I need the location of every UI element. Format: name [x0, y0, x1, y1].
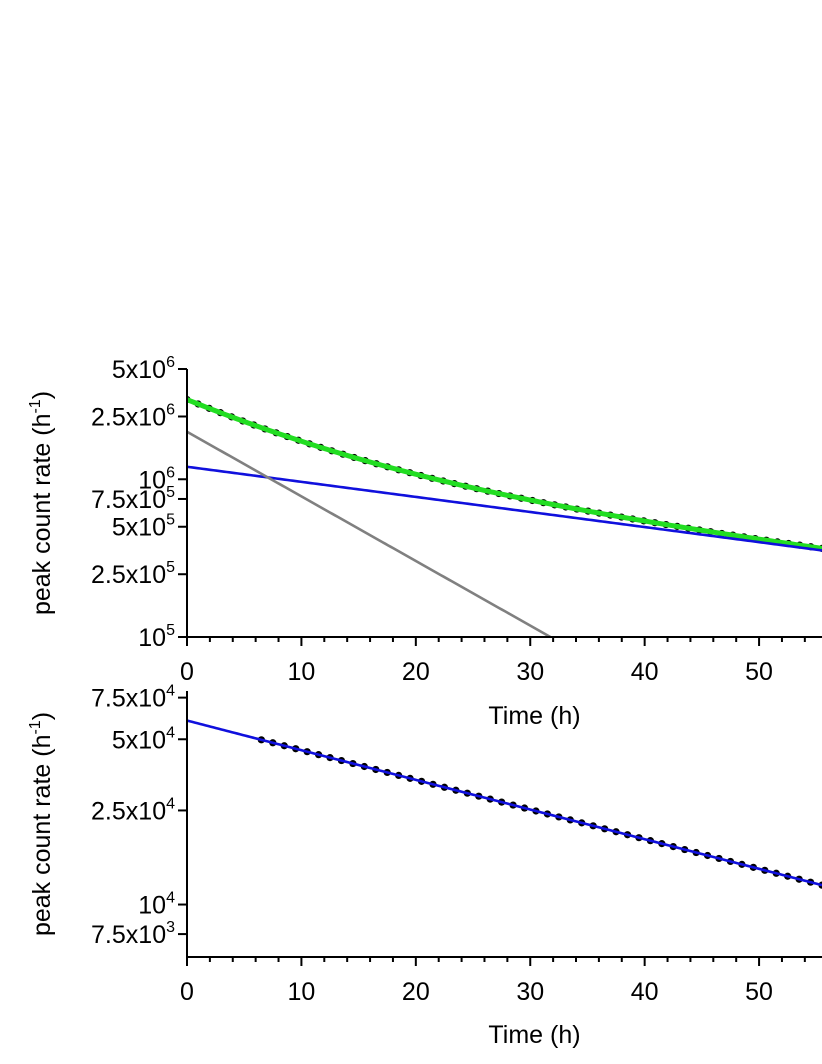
top-y-tick-label-base: 2.5x10	[91, 561, 166, 589]
bottom-x-tick-label: 0	[180, 978, 194, 1006]
bottom-y-tick-label-exp: 4	[166, 683, 175, 700]
bottom-y-tick-label-base: 5x10	[112, 726, 166, 754]
top-y-tick-label-exp: 5	[166, 559, 175, 576]
bottom-x-tick-label: 40	[631, 978, 659, 1006]
bottom-y-tick-label-base: 10	[138, 892, 166, 920]
top-y-tick-label: 2.5x106	[91, 401, 175, 431]
top-tick-layer: 0 10 20 30 40 505x1062.5x1061067.5x1055x1052.…	[91, 354, 806, 686]
bottom-y-tick-label-base: 7.5x10	[91, 685, 166, 713]
bottom-x-tick-label: 10	[288, 978, 316, 1006]
bottom-y-tick-label: 104	[138, 890, 175, 920]
top-plot-area	[187, 395, 822, 637]
top-panel: 0 10 20 30 40 505x1062.5x1061067.5x1055x1052.…	[27, 354, 822, 730]
bottom-panel: 0 10 20 30 40 507.5x1045x1042.5x1041047.5x103…	[27, 683, 822, 1049]
top-y-tick-label-base: 5x10	[112, 356, 166, 384]
top-y-tick-label-exp: 5	[166, 484, 175, 501]
top-y-tick-label: 105	[138, 622, 175, 652]
top-y-tick-label-base: 2.5x10	[91, 403, 166, 431]
bottom-y-tick-label: 7.5x104	[91, 683, 175, 713]
bottom-series-layer	[187, 719, 822, 889]
top-y-tick-label-exp: 5	[166, 622, 175, 639]
bottom-y-axis-title-sup: -1	[27, 720, 44, 734]
top-y-axis-title-close: )	[28, 391, 56, 399]
top-x-tick-label: 40	[631, 658, 659, 686]
top-y-axis-title-sup: -1	[27, 399, 44, 413]
bottom-y-axis-title: peak count rate (h-1)	[27, 712, 56, 936]
top-component-line	[187, 465, 822, 552]
top-component-line	[187, 430, 554, 637]
bottom-y-tick-label-exp: 4	[166, 724, 175, 741]
top-y-tick-label-base: 7.5x10	[91, 486, 166, 514]
bottom-y-tick-label-exp: 4	[166, 890, 175, 907]
bottom-y-tick-label-base: 7.5x10	[91, 921, 166, 949]
bottom-x-tick-label: 30	[516, 978, 544, 1006]
top-y-tick-label: 7.5x105	[91, 484, 175, 514]
top-y-tick-label-base: 10	[138, 624, 166, 652]
top-x-tick-label: 30	[516, 658, 544, 686]
top-y-tick-label-base: 5x10	[112, 514, 166, 542]
top-x-tick-label: 0	[180, 658, 194, 686]
bottom-y-tick-label-base: 2.5x10	[91, 797, 166, 825]
bottom-x-tick-label: 20	[402, 978, 430, 1006]
top-y-tick-label: 106	[138, 464, 175, 494]
top-x-tick-label: 10	[288, 658, 316, 686]
top-y-tick-label-exp: 6	[166, 401, 175, 418]
bottom-y-axis-title-close: )	[28, 712, 56, 720]
bottom-y-tick-label: 2.5x104	[91, 795, 175, 825]
top-x-axis-title: Time (h)	[488, 702, 580, 730]
top-fit-curve	[187, 397, 822, 551]
bottom-y-tick-label-exp: 3	[166, 919, 175, 936]
bottom-y-tick-label: 5x104	[112, 724, 175, 754]
top-y-tick-label-exp: 6	[166, 464, 175, 481]
bottom-y-axis-title-main: peak count rate (h	[28, 735, 56, 937]
top-y-tick-label-base: 10	[138, 466, 166, 494]
bottom-x-axis-title: Time (h)	[488, 1021, 580, 1049]
top-y-axis-title: peak count rate (h-1)	[27, 391, 56, 615]
top-x-tick-label: 50	[745, 658, 773, 686]
top-series-layer	[187, 395, 822, 637]
top-y-tick-label: 5x106	[112, 354, 175, 384]
bottom-y-tick-label: 7.5x103	[91, 919, 175, 949]
top-y-tick-label: 5x105	[112, 512, 175, 542]
bottom-plot-area	[187, 719, 822, 889]
top-y-axis-title-main: peak count rate (h	[28, 414, 56, 616]
bottom-component-line	[187, 719, 822, 887]
top-x-tick-label: 20	[402, 658, 430, 686]
bottom-x-tick-label: 50	[745, 978, 773, 1006]
top-y-tick-label-exp: 6	[166, 354, 175, 371]
top-y-tick-label-exp: 5	[166, 512, 175, 529]
bottom-y-tick-label-exp: 4	[166, 795, 175, 812]
top-y-tick-label: 2.5x105	[91, 559, 175, 589]
